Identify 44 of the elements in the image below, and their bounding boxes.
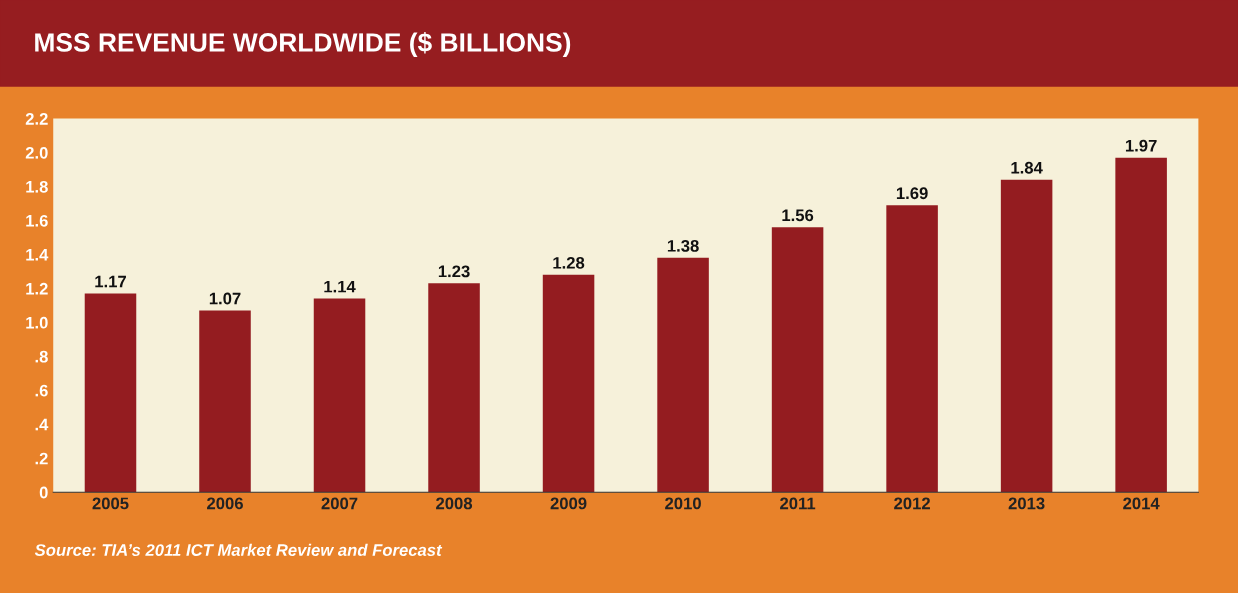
x-tick-label: 2010: [665, 497, 701, 510]
bar: [542, 274, 595, 493]
x-tick-label: 2009: [550, 497, 587, 510]
x-tick-label: 2007: [321, 497, 358, 510]
bar: [1115, 157, 1167, 493]
bar: [657, 257, 709, 493]
x-tick-label: 2013: [1008, 497, 1045, 510]
x-tick-label: 2005: [92, 497, 129, 510]
x-tick-label: 2006: [207, 497, 243, 510]
data-label: 1.28: [553, 256, 585, 269]
x-tick-label: 2012: [894, 497, 930, 510]
y-tick-label: .8: [35, 350, 48, 363]
bar: [199, 310, 251, 493]
data-label: 1.56: [782, 209, 814, 222]
chart-title: MSS REVENUE WORLDWIDE ($ BILLIONS): [35, 31, 571, 58]
data-label: 1.97: [1125, 139, 1157, 152]
x-tick-label: 2008: [436, 497, 473, 510]
data-label: 1.23: [438, 265, 470, 278]
y-tick-label: 2.0: [25, 146, 48, 159]
bar: [428, 283, 480, 493]
x-tick-label: 2014: [1123, 497, 1160, 510]
y-tick-label: 1.4: [26, 249, 49, 261]
y-tick-label: .4: [35, 418, 49, 431]
y-tick-label: .6: [35, 384, 48, 397]
data-label: 1.84: [1011, 161, 1043, 174]
bar: [313, 298, 366, 493]
data-label: 1.17: [95, 275, 126, 288]
y-tick-label: 1.6: [26, 214, 48, 227]
y-tick-label: 1.0: [26, 316, 48, 329]
bar: [84, 293, 137, 493]
source-note: Source: TIA’s 2011 ICT Market Review and Forecast: [34, 543, 443, 556]
bar: [886, 205, 938, 493]
y-tick-label: 2.2: [25, 113, 48, 125]
data-label: 1.07: [209, 292, 241, 305]
data-label: 1.14: [324, 280, 356, 293]
data-label: 1.38: [667, 239, 699, 252]
y-tick-label: 0: [39, 486, 48, 499]
bar: [1000, 179, 1053, 493]
data-label: 1.69: [896, 187, 928, 200]
x-tick-label: 2011: [780, 497, 816, 510]
y-tick-label: 1.8: [26, 180, 48, 193]
y-tick-label: .2: [35, 452, 48, 465]
bar: [771, 227, 824, 493]
y-tick-label: 1.2: [26, 282, 48, 295]
